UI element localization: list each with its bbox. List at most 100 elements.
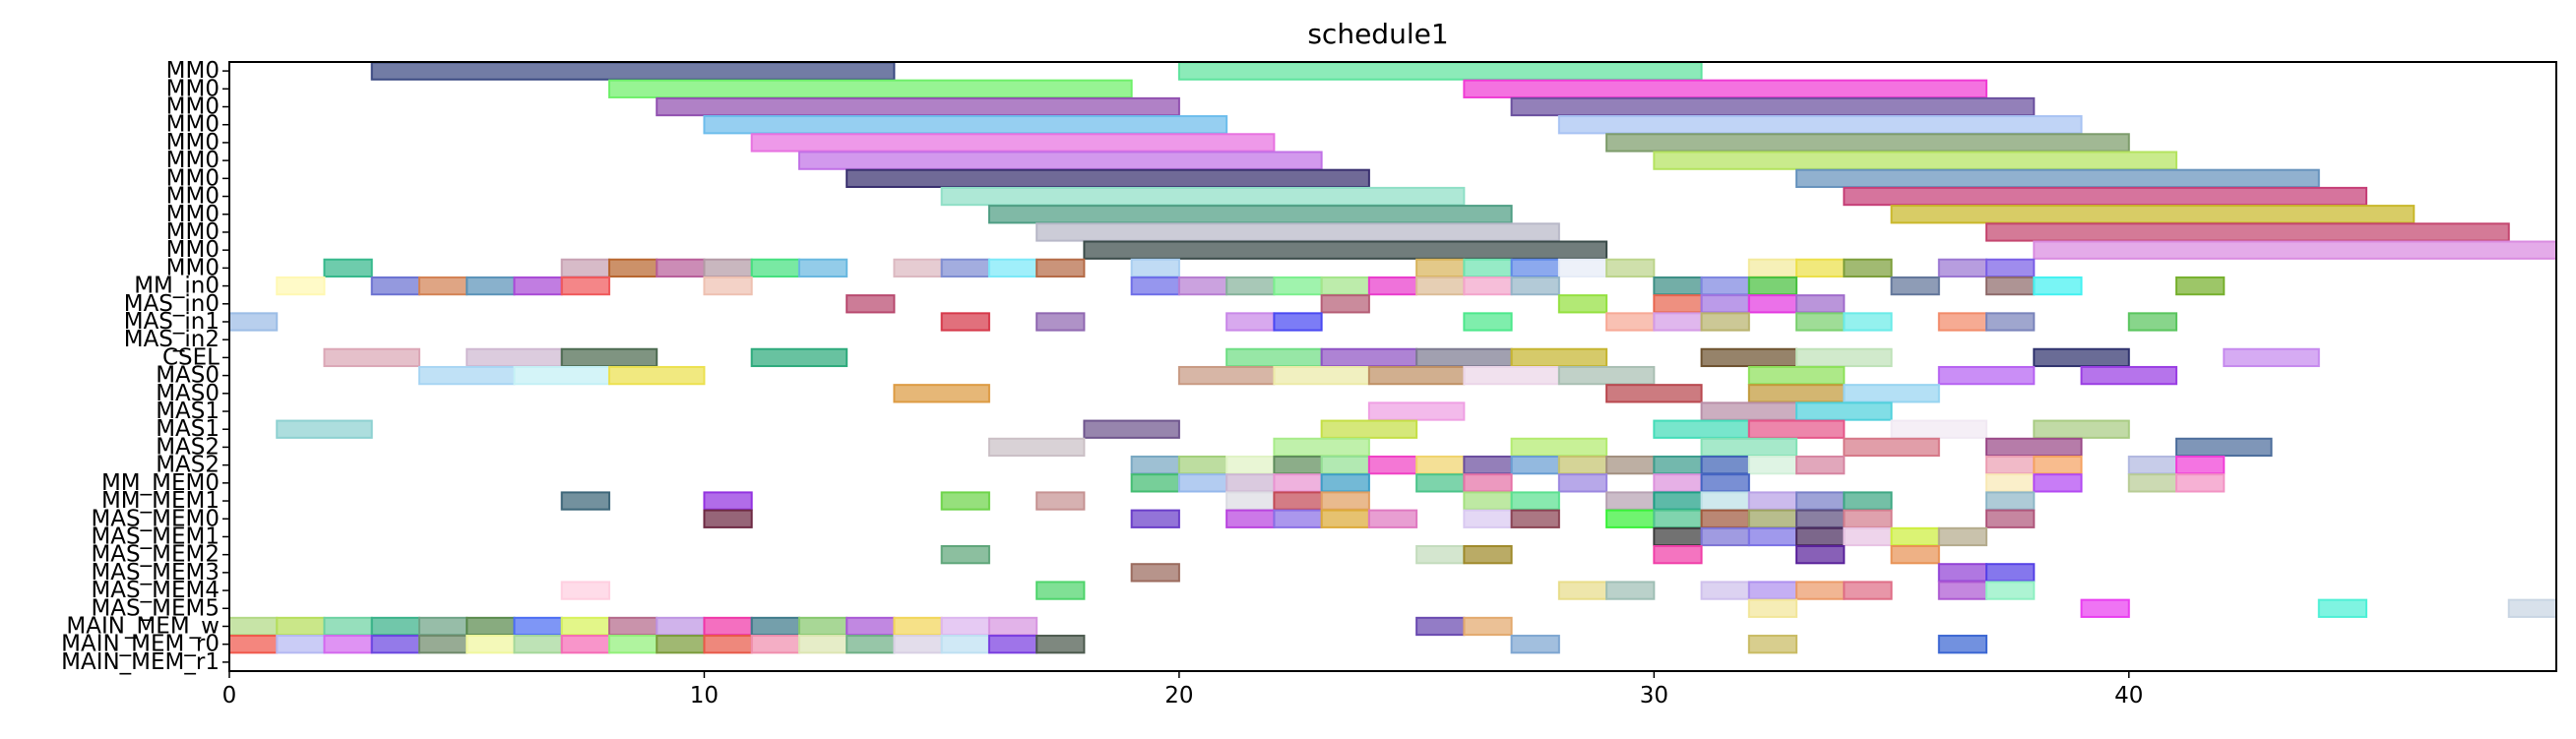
task-bar (1510, 437, 1608, 458)
task-bar (1747, 491, 1798, 511)
task-bar (1890, 419, 1988, 439)
task-bar (893, 635, 943, 654)
task-bar (1653, 294, 1703, 314)
task-bar (797, 151, 1323, 170)
task-bar (1463, 79, 1988, 98)
task-bar (1273, 455, 1323, 475)
task-bar (323, 616, 373, 637)
task-bar (1415, 258, 1466, 278)
task-bar (1273, 312, 1323, 332)
task-bar (1937, 581, 1988, 600)
task-bar (797, 258, 848, 278)
task-bar (940, 545, 990, 565)
task-bar (940, 186, 1466, 207)
y-tick-label: MM_MEM0 (101, 470, 220, 496)
task-bar (2033, 347, 2130, 368)
task-bar (2127, 473, 2178, 493)
task-bar (1605, 258, 1656, 278)
task-bar (1510, 276, 1560, 296)
y-tick-label: MM0 (166, 202, 220, 227)
task-bar (1985, 473, 2036, 493)
task-bar (987, 616, 1038, 637)
task-bar (1985, 491, 2036, 511)
task-bar (1036, 222, 1560, 242)
task-bar (2033, 455, 2083, 475)
y-axis: MM0MM0MM0MM0MM0MM0MM0MM0MM0MM0MM0MM0MM_i… (61, 58, 229, 675)
task-bar (1320, 419, 1418, 439)
task-bar (2175, 473, 2226, 493)
task-bar (417, 635, 469, 654)
task-bar (1036, 491, 1086, 511)
task-bar (276, 635, 326, 654)
task-bar (228, 616, 279, 637)
task-bar (846, 168, 1370, 188)
task-bar (1985, 455, 2036, 475)
task-bar (1605, 491, 1656, 511)
x-tick-label: 20 (1164, 683, 1193, 708)
task-bar (1747, 581, 1798, 600)
task-bar (750, 133, 1276, 153)
y-tick-label: MAS_in0 (124, 291, 220, 317)
task-bar (1843, 491, 1893, 511)
task-bar (1795, 491, 1846, 511)
task-bar (1795, 581, 1846, 600)
task-bar (1130, 276, 1180, 296)
task-bar (2033, 276, 2083, 296)
y-tick-label: MM0 (166, 184, 220, 210)
task-bar (1273, 365, 1370, 386)
task-bar (1510, 347, 1608, 368)
task-bar (1700, 526, 1750, 547)
task-bar (940, 258, 990, 278)
task-bar (607, 79, 1133, 98)
task-bar (1985, 222, 2510, 242)
task-bar (417, 616, 469, 637)
task-bar (703, 616, 753, 637)
task-bar (1320, 347, 1418, 368)
task-bar (1225, 491, 1276, 511)
task-bar (1557, 258, 1608, 278)
task-bar (1700, 581, 1750, 600)
task-bar (1177, 61, 1703, 81)
y-tick-label: MAIN_MEM_w (66, 613, 220, 639)
task-bar (1463, 545, 1513, 565)
task-bar (1510, 258, 1560, 278)
task-bar (1083, 240, 1608, 260)
task-bar (1130, 509, 1180, 528)
task-bar (940, 635, 990, 654)
y-tick-label: MAS_MEM0 (91, 506, 220, 531)
task-bar (750, 347, 848, 368)
y-tick-label: MAS_MEM1 (91, 523, 220, 549)
task-bar (1083, 419, 1180, 439)
y-tick-label: MAS_MEM3 (91, 560, 220, 585)
task-bar (1320, 455, 1370, 475)
task-bar (1463, 616, 1513, 637)
task-bar (1747, 384, 1846, 403)
task-bar (513, 616, 563, 637)
task-bar (466, 635, 516, 654)
task-bar (1557, 473, 1608, 493)
task-bar (1273, 473, 1323, 493)
task-bar (1653, 491, 1703, 511)
task-bar (1036, 312, 1086, 332)
y-tick-label: CSEL (162, 344, 220, 370)
task-bar (1700, 509, 1750, 528)
task-bar (1747, 455, 1798, 475)
y-tick-label: MM0 (166, 94, 220, 120)
chart-title: schedule1 (1307, 18, 1448, 50)
task-bar (417, 276, 469, 296)
task-bar (513, 276, 563, 296)
task-bar (1605, 133, 2130, 153)
y-tick-label: MAS0 (156, 363, 220, 389)
task-bar (1557, 365, 1656, 386)
task-bar (323, 258, 373, 278)
y-tick-label: MAS_MEM5 (91, 595, 220, 621)
task-bar (1036, 635, 1086, 654)
task-bar (1415, 276, 1466, 296)
task-bar (1985, 509, 2036, 528)
task-bar (893, 384, 990, 403)
task-bar (1700, 491, 1750, 511)
task-bar (607, 365, 706, 386)
task-bar (466, 347, 563, 368)
task-bar (1653, 545, 1703, 565)
